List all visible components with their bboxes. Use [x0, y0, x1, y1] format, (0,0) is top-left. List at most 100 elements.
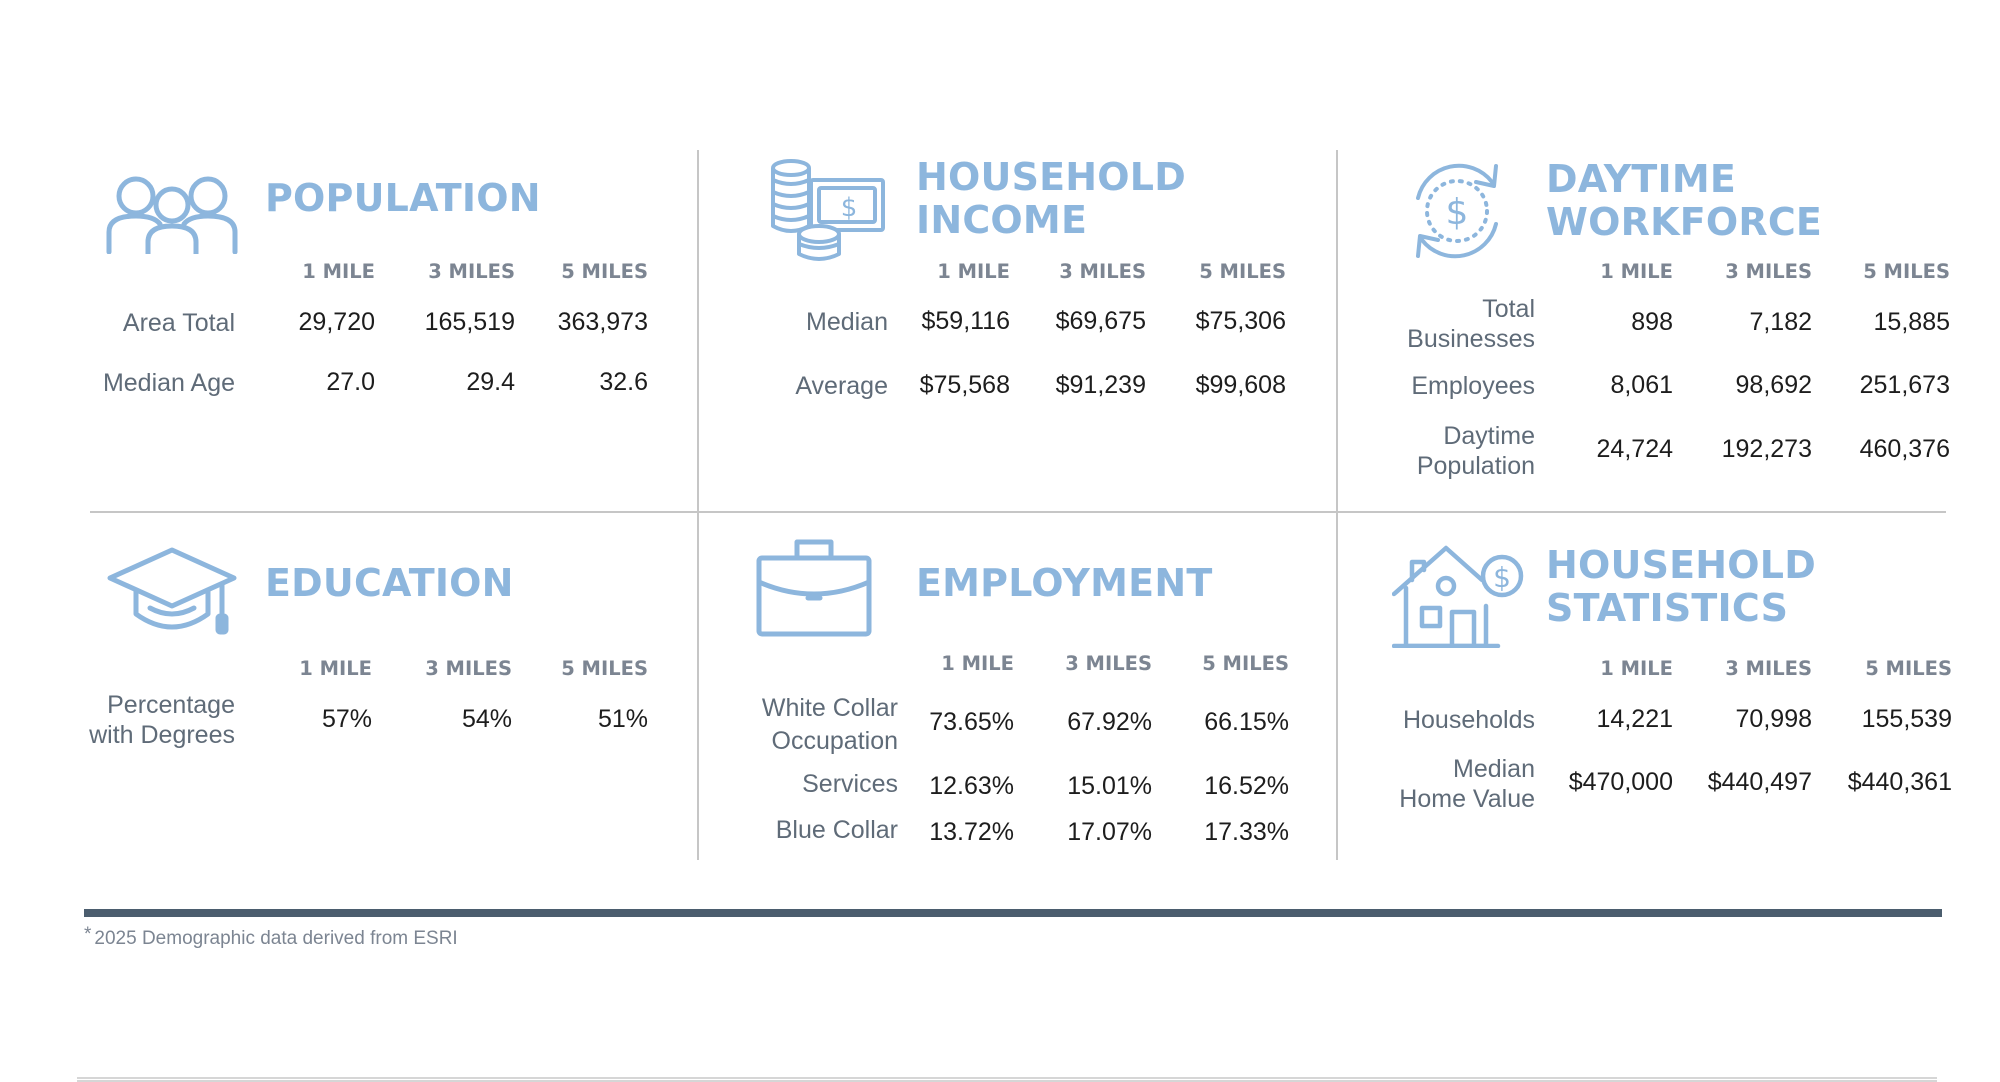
value-cell: $440,361	[1847, 768, 1952, 796]
column-header-5-miles: 5 MILES	[561, 260, 648, 283]
column-header-3-miles: 3 MILES	[1065, 652, 1152, 675]
label-line: Percentage	[107, 691, 235, 719]
column-header-3-miles: 3 MILES	[1725, 260, 1812, 283]
value-cell: 165,519	[424, 308, 515, 336]
section-population: POPULATION 1 MILE 3 MILES 5 MILES Area T…	[0, 0, 697, 512]
value-cell: $99,608	[1195, 371, 1286, 399]
title-line: STATISTICS	[1546, 586, 1789, 630]
title-line: WORKFORCE	[1546, 200, 1823, 244]
value-cell: $75,568	[919, 371, 1010, 399]
value-cell: 251,673	[1859, 371, 1950, 399]
column-header-1-mile: 1 MILE	[299, 657, 372, 680]
value-cell: 155,539	[1861, 705, 1952, 733]
value-cell: 27.0	[326, 368, 375, 396]
divider-vertical-left-top	[697, 150, 699, 512]
column-header-5-miles: 5 MILES	[1865, 657, 1952, 680]
value-cell: 192,273	[1721, 435, 1812, 463]
label-line: Services	[802, 770, 898, 798]
divider-horizontal	[90, 511, 1946, 513]
row-label-white-collar-occupation: White Collar Occupation	[762, 692, 898, 758]
row-label-total-businesses: Total Businesses	[1407, 294, 1535, 354]
value-cell: 24,724	[1596, 435, 1673, 463]
section-employment: EMPLOYMENT 1 MILE 3 MILES 5 MILES White …	[699, 512, 1336, 912]
bottom-rule-visible	[77, 1077, 1937, 1079]
value-cell: $59,116	[921, 307, 1010, 335]
value-cell: 29.4	[466, 368, 515, 396]
column-header-1-mile: 1 MILE	[941, 652, 1014, 675]
column-header-3-miles: 3 MILES	[1059, 260, 1146, 283]
label-line: Employees	[1411, 372, 1535, 400]
row-label-households: Households	[1403, 705, 1535, 735]
row-label-daytime-population: Daytime Population	[1417, 421, 1535, 481]
column-header-3-miles: 3 MILES	[425, 657, 512, 680]
value-cell: 363,973	[557, 308, 648, 336]
value-cell: 13.72%	[929, 818, 1014, 846]
label-line: Average	[795, 372, 888, 400]
label-line: Blue Collar	[775, 816, 898, 844]
row-label-median-age: Median Age	[103, 368, 235, 398]
section-title: DAYTIME WORKFORCE	[1546, 158, 1822, 244]
row-label-employees: Employees	[1411, 371, 1535, 401]
value-cell: 7,182	[1749, 308, 1812, 336]
column-header-1-mile: 1 MILE	[302, 260, 375, 283]
value-cell: $440,497	[1707, 768, 1812, 796]
value-cell: 16.52%	[1204, 772, 1289, 800]
value-cell: 32.6	[599, 368, 648, 396]
title-line: DAYTIME	[1546, 157, 1737, 201]
svg-text:$: $	[1446, 192, 1469, 233]
footnote: * 2025 Demographic data derived from ESRI	[84, 924, 458, 950]
title-line: POPULATION	[265, 176, 541, 220]
column-header-1-mile: 1 MILE	[937, 260, 1010, 283]
section-education: EDUCATION 1 MILE 3 MILES 5 MILES Percent…	[0, 512, 697, 912]
column-header-5-miles: 5 MILES	[1863, 260, 1950, 283]
value-cell: 29,720	[298, 308, 375, 336]
column-header-1-mile: 1 MILE	[1600, 260, 1673, 283]
value-cell: $69,675	[1055, 307, 1146, 335]
footer-bar	[84, 909, 1942, 917]
row-label-percentage-with-degrees: Percentage with Degrees	[89, 690, 235, 750]
value-cell: 898	[1631, 308, 1673, 336]
section-title: EDUCATION	[265, 562, 514, 605]
column-header-1-mile: 1 MILE	[1600, 657, 1673, 680]
row-label-median-home-value: Median Home Value	[1399, 754, 1535, 814]
people-icon	[104, 170, 240, 254]
label-line: Home Value	[1399, 785, 1535, 813]
value-cell: 17.33%	[1204, 818, 1289, 846]
value-cell: 57%	[321, 705, 372, 733]
label-line: White Collar	[761, 694, 898, 722]
value-cell: 460,376	[1859, 435, 1950, 463]
label-line: Area Total	[122, 309, 235, 337]
row-label-blue-collar: Blue Collar	[776, 815, 898, 845]
row-label-area-total: Area Total	[123, 308, 235, 338]
title-line: HOUSEHOLD	[916, 155, 1186, 199]
row-label-median: Median	[806, 307, 888, 337]
title-line: HOUSEHOLD	[1546, 543, 1816, 587]
coins-money-icon: $	[771, 158, 885, 264]
section-daytime-workforce: $ DAYTIME WORKFORCE 1 MILE 3 MILES 5 MIL…	[1338, 0, 2000, 512]
svg-text:$: $	[1493, 561, 1511, 594]
briefcase-icon	[755, 538, 873, 638]
value-cell: 15,885	[1873, 308, 1950, 336]
svg-text:$: $	[841, 193, 858, 223]
row-label-services: Services	[802, 769, 898, 799]
title-line: EMPLOYMENT	[916, 561, 1213, 605]
label-line: Median Age	[102, 369, 235, 397]
value-cell: $91,239	[1055, 371, 1146, 399]
column-header-3-miles: 3 MILES	[1725, 657, 1812, 680]
column-header-5-miles: 5 MILES	[561, 657, 648, 680]
title-line: INCOME	[916, 198, 1088, 242]
value-cell: 15.01%	[1067, 772, 1152, 800]
section-household-statistics: $ HOUSEHOLD STATISTICS 1 MILE 3 MILES 5 …	[1338, 512, 2000, 912]
label-line: with Degrees	[89, 721, 235, 749]
divider-vertical-right-bottom	[1336, 512, 1338, 860]
value-cell: $470,000	[1568, 768, 1673, 796]
title-line: EDUCATION	[265, 561, 514, 605]
value-cell: 8,061	[1610, 371, 1673, 399]
section-title: EMPLOYMENT	[916, 562, 1212, 605]
footnote-text: 2025 Demographic data derived from ESRI	[94, 928, 458, 949]
divider-vertical-right-top	[1336, 150, 1338, 512]
value-cell: 98,692	[1735, 371, 1812, 399]
column-header-5-miles: 5 MILES	[1199, 260, 1286, 283]
house-dollar-icon: $	[1392, 542, 1524, 648]
footnote-star: *	[84, 924, 92, 945]
